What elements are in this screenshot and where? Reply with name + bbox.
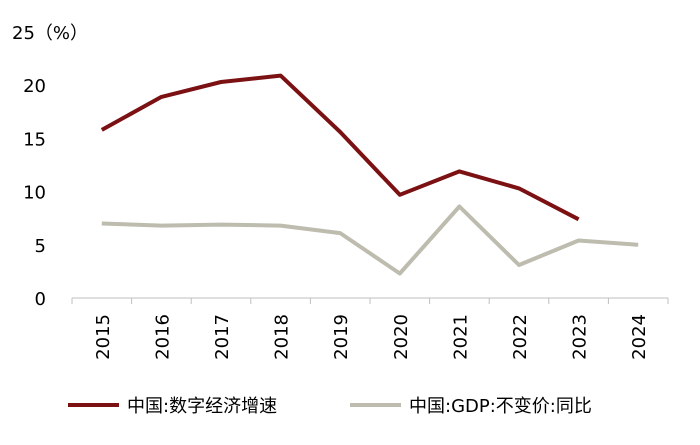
legend-label-series-1: 中国:数字经济增速 <box>127 396 277 417</box>
x-tick-label: 2023 <box>570 314 591 360</box>
x-tick-label: 2018 <box>272 314 293 360</box>
y-tick-label: 10 <box>23 183 46 204</box>
series-line-1 <box>100 73 580 222</box>
x-tick-label: 2016 <box>152 314 173 360</box>
series-layer <box>100 73 639 276</box>
y-tick-label: 0 <box>35 289 46 310</box>
y-axis-unit-label: 25（%） <box>12 23 88 44</box>
x-tick-label: 2015 <box>93 314 114 360</box>
x-axis: 2015 2016 2017 2018 2019 2020 2021 2022 2023 2024 <box>71 297 669 360</box>
y-tick-label: 15 <box>23 129 46 150</box>
y-axis: 0 5 10 15 20 25（%） <box>12 23 88 310</box>
x-tick-label: 2019 <box>331 314 352 360</box>
legend-label-series-2: 中国:GDP:不变价:同比 <box>409 396 592 417</box>
x-tick-label: 2021 <box>450 314 471 360</box>
y-tick-label: 20 <box>23 76 46 97</box>
x-tick-label: 2017 <box>212 314 233 360</box>
legend: 中国:数字经济增速 中国:GDP:不变价:同比 <box>68 396 592 417</box>
series-line-2 <box>101 204 639 276</box>
x-tick-label: 2022 <box>510 314 531 360</box>
x-tick-label: 2020 <box>391 314 412 360</box>
x-tick-label: 2024 <box>629 314 650 360</box>
y-tick-label: 5 <box>35 236 46 257</box>
